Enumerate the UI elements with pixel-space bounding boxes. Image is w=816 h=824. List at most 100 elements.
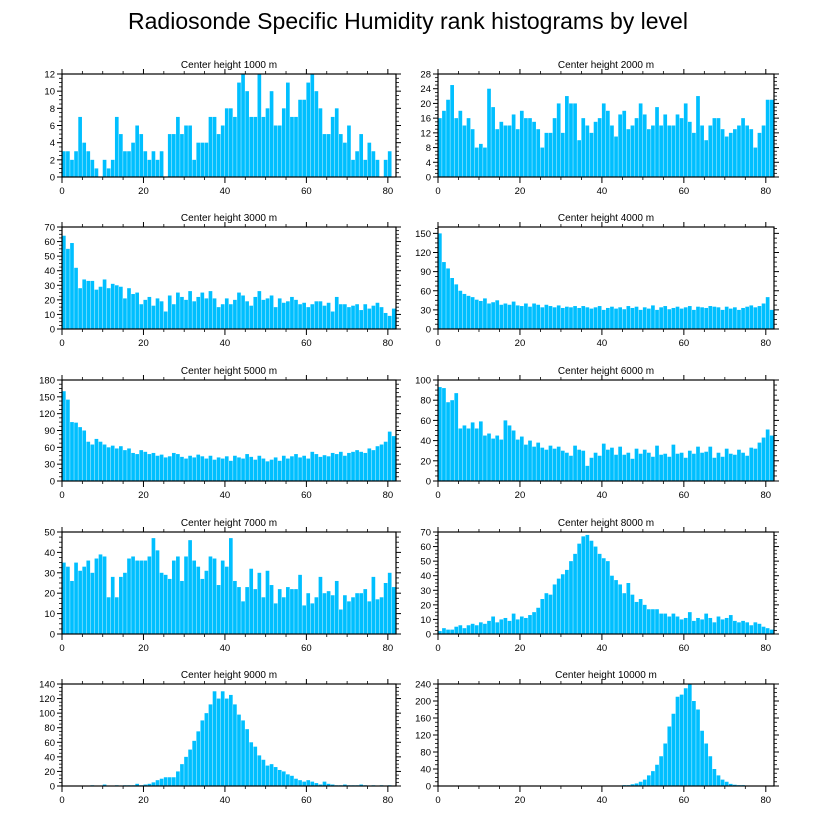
histogram-bar (720, 129, 725, 177)
x-tick-label: 80 (761, 490, 772, 501)
y-tick-label: 60 (420, 416, 431, 427)
histogram-bar (94, 558, 99, 634)
histogram-bar (573, 306, 577, 329)
histogram-bar (450, 278, 454, 329)
histogram-bar (387, 431, 392, 481)
histogram-bar (765, 429, 770, 481)
histogram-bar (176, 454, 180, 481)
histogram-bar (507, 620, 512, 634)
histogram-bar (70, 159, 74, 177)
histogram-bar (765, 99, 770, 177)
histogram-bar (503, 125, 508, 177)
histogram-bar (622, 309, 627, 329)
histogram-bar (249, 742, 254, 786)
histogram-bar (302, 99, 306, 177)
y-tick-label: 10 (44, 310, 55, 321)
histogram-bar (745, 306, 750, 329)
histogram-bar (470, 297, 475, 330)
histogram-bar (614, 580, 618, 634)
histogram-bar (151, 151, 156, 177)
histogram-bar (536, 129, 541, 177)
histogram-bar (253, 459, 258, 481)
histogram-bar (769, 309, 774, 330)
y-tick-label: 0 (50, 782, 55, 793)
x-tick-label: 20 (138, 795, 149, 806)
histogram-bar (318, 576, 323, 634)
y-tick-label: 20 (44, 767, 55, 778)
histogram-bar (683, 457, 688, 481)
y-tick-label: 0 (426, 782, 431, 793)
histogram-bar (552, 118, 557, 177)
histogram-bar (212, 459, 217, 481)
histogram-bar (614, 136, 618, 177)
histogram-bar (135, 783, 139, 786)
histogram-bar (499, 439, 504, 481)
histogram-bar (176, 771, 180, 786)
histogram-bar (355, 304, 359, 329)
histogram-bar (281, 455, 286, 481)
histogram-bar (671, 613, 676, 634)
y-tick-label: 80 (420, 748, 431, 759)
histogram-bar (483, 147, 487, 177)
histogram-bar (180, 456, 184, 481)
plot-frame (437, 683, 775, 787)
x-tick-label: 40 (220, 490, 231, 501)
histogram-bar (391, 436, 396, 481)
y-tick-label: 160 (415, 714, 431, 725)
histogram-bar (363, 159, 368, 177)
histogram-bar (94, 289, 99, 329)
histogram-bar (741, 620, 745, 634)
histogram-bar (310, 603, 315, 634)
histogram-bar (716, 307, 721, 329)
histogram-bar (606, 561, 610, 634)
histogram-bar (716, 452, 721, 481)
histogram-bar (290, 589, 294, 634)
histogram-bar (716, 775, 721, 787)
histogram-bar (507, 425, 512, 481)
histogram-bar (593, 121, 598, 177)
histogram-bar (318, 456, 323, 481)
histogram-bar (338, 451, 343, 481)
histogram-bar (86, 280, 91, 329)
histogram-bar (536, 607, 541, 634)
histogram-bar (347, 601, 351, 634)
histogram-bar (581, 118, 586, 177)
x-tick-label: 80 (383, 643, 394, 654)
histogram-bar (74, 562, 78, 634)
histogram-bar (720, 619, 725, 634)
histogram-bar (286, 458, 290, 481)
y-tick-label: 30 (420, 586, 431, 597)
histogram-bar (110, 445, 115, 481)
histogram-bar (62, 391, 66, 481)
histogram-bar (659, 125, 663, 177)
x-tick-label: 0 (59, 795, 64, 806)
histogram-bar (338, 609, 343, 634)
y-tick-label: 20 (44, 295, 55, 306)
histogram-bar (90, 572, 95, 634)
y-tick-label: 10 (44, 87, 55, 98)
histogram-bar (123, 450, 127, 481)
histogram-bar (192, 740, 197, 786)
histogram-bar (560, 574, 565, 634)
histogram-bar (131, 142, 135, 177)
histogram-bar (229, 460, 233, 481)
histogram-bar (163, 574, 168, 634)
histogram-bar (269, 91, 274, 177)
histogram-bar (646, 452, 651, 481)
y-tick-label: 60 (44, 738, 55, 749)
x-tick-label: 80 (761, 643, 772, 654)
histogram-bar (208, 116, 213, 177)
histogram-bar (74, 151, 78, 177)
histogram-bar (495, 435, 500, 481)
histogram-bar (769, 99, 774, 177)
histogram-bar (638, 599, 643, 634)
histogram-bar (338, 134, 343, 177)
histogram-bar (82, 430, 87, 481)
histogram-bar (139, 134, 144, 177)
histogram-bar (548, 445, 553, 481)
histogram-bar (765, 297, 770, 330)
histogram-bar (375, 446, 380, 481)
histogram-bar (626, 583, 631, 634)
histogram-bar (114, 116, 119, 177)
histogram-bar (265, 570, 270, 634)
